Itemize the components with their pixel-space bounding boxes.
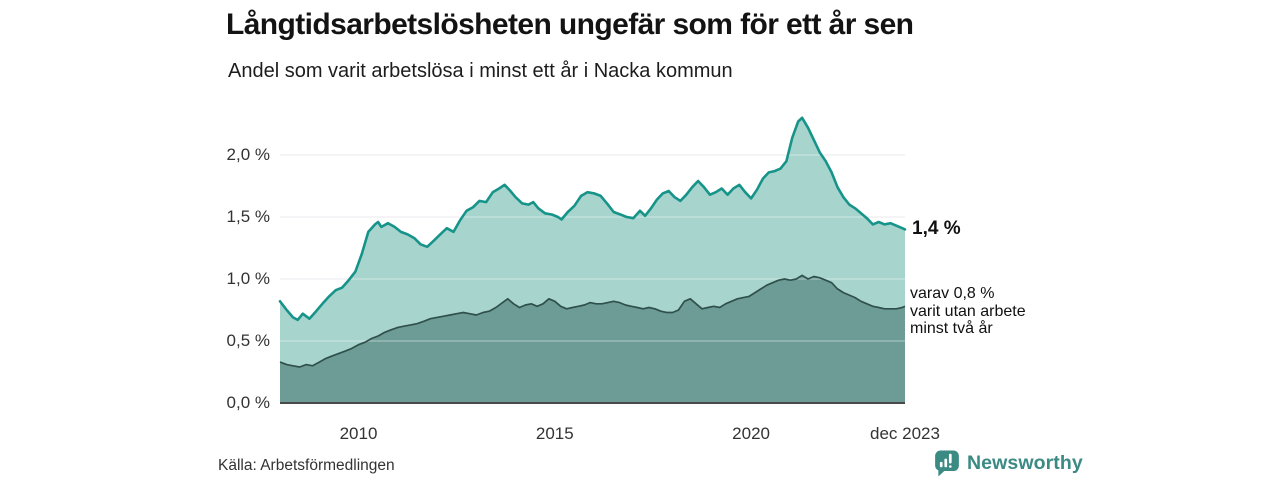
chart-subtitle: Andel som varit arbetslösa i minst ett å… <box>228 60 733 82</box>
x-tick-label: 2020 <box>732 424 770 443</box>
y-tick-label: 0,5 % <box>226 331 270 350</box>
area-twoyear-series <box>280 275 905 403</box>
y-tick-label: 1,5 % <box>226 207 270 226</box>
twoyear-annotation-line: minst två år <box>910 320 993 337</box>
newsworthy-logo: Newsworthy <box>934 450 1083 477</box>
x-tick-label: 2010 <box>339 424 378 443</box>
twoyear-annotation-line: varit utan arbete <box>910 302 1026 320</box>
x-tick-label: 2015 <box>535 424 574 443</box>
gridlines-overlay <box>280 154 905 342</box>
line-twoyear-series <box>279 274 906 368</box>
y-tick-label: 1,0 % <box>226 269 270 288</box>
twoyear-annotation-line: varav 0,8 % <box>910 285 995 302</box>
page-title: Långtidsarbetslösheten ungefär som för e… <box>226 8 914 41</box>
y-tick-label: 2,0 % <box>226 145 270 164</box>
end-value-label: 1,4 % <box>912 218 961 239</box>
newsworthy-wordmark: Newsworthy <box>967 452 1083 474</box>
twoyear-annotation: varav 0,8 % varit utan arbete minst två … <box>910 285 1026 338</box>
y-tick-label: 0,0 % <box>226 393 270 412</box>
newsworthy-bar-chart-icon <box>935 450 959 477</box>
source-note: Källa: Arbetsförmedlingen <box>218 457 395 474</box>
line-total-series <box>278 116 907 322</box>
x-tick-label: dec 2023 <box>870 424 940 443</box>
